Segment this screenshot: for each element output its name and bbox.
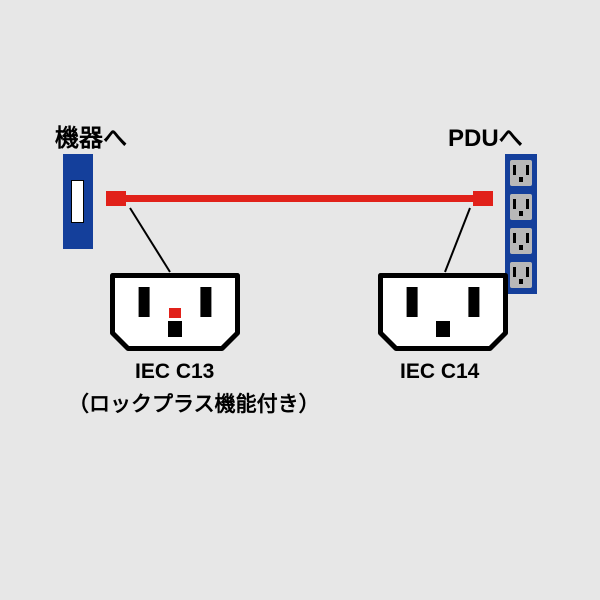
c13-label: IEC C13 [135,360,214,384]
left-device-title: 機器へ [55,118,127,153]
canvas [0,0,600,600]
right-pdu-title: PDUへ [448,118,523,153]
pdu-outlet [510,194,532,220]
pdu-outlet [510,228,532,254]
c13-sub-label: （ロックプラス機能付き） [68,388,320,418]
connector-c13-icon [110,273,240,351]
cable [106,195,493,202]
plug-right [473,191,493,206]
c14-label: IEC C14 [400,360,479,384]
pdu-outlet [510,160,532,186]
device-inlet [71,180,84,223]
plug-left [106,191,126,206]
connector-c14-icon [378,273,508,351]
pdu-outlet [510,262,532,288]
